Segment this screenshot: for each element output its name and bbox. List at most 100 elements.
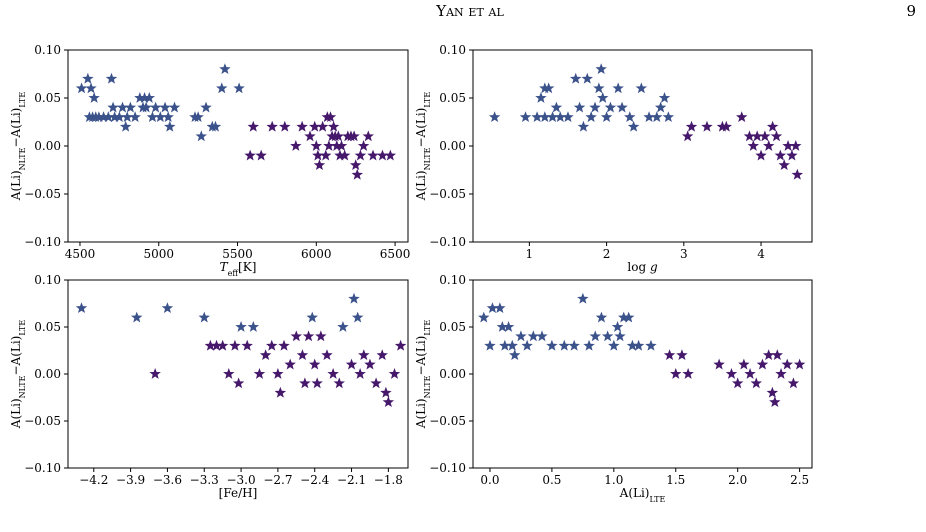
data-point bbox=[327, 368, 339, 379]
data-point bbox=[299, 377, 311, 389]
data-point bbox=[354, 368, 366, 379]
y-tick-label: 0.00 bbox=[34, 139, 61, 153]
data-point bbox=[778, 159, 790, 171]
data-point bbox=[192, 111, 204, 123]
data-point bbox=[600, 111, 613, 123]
data-point bbox=[743, 130, 756, 142]
data-point bbox=[573, 101, 586, 113]
data-point bbox=[577, 120, 590, 132]
x-tick-label: −2.7 bbox=[263, 473, 292, 487]
x-tick-label: 0.5 bbox=[542, 473, 561, 487]
y-tick-label: 0.10 bbox=[34, 273, 61, 287]
data-point bbox=[614, 330, 626, 342]
data-point bbox=[204, 339, 217, 351]
data-point bbox=[274, 386, 287, 398]
data-point bbox=[569, 72, 582, 84]
data-point bbox=[790, 140, 802, 151]
data-point bbox=[494, 302, 506, 314]
data-point bbox=[786, 149, 798, 161]
data-point bbox=[75, 302, 88, 314]
data-point bbox=[138, 92, 151, 103]
data-point bbox=[334, 149, 346, 161]
label-part: NLTE bbox=[423, 147, 432, 170]
label-part: LTE bbox=[18, 320, 27, 336]
data-point bbox=[105, 72, 118, 84]
data-point bbox=[367, 149, 379, 161]
data-point bbox=[756, 358, 769, 370]
x-tick-label: −3.3 bbox=[190, 473, 219, 487]
data-point bbox=[515, 330, 527, 342]
data-point bbox=[93, 111, 105, 123]
data-point bbox=[750, 377, 762, 389]
data-point bbox=[97, 111, 110, 123]
x-tick-label: 0.0 bbox=[480, 473, 499, 487]
data-point bbox=[327, 120, 340, 132]
data-point bbox=[527, 330, 540, 342]
page-number: 9 bbox=[906, 2, 916, 20]
y-tick-label: 0.10 bbox=[34, 43, 61, 57]
data-point bbox=[107, 101, 119, 113]
data-point bbox=[793, 358, 806, 370]
data-point bbox=[502, 321, 515, 332]
data-point bbox=[781, 358, 793, 370]
data-point bbox=[290, 330, 303, 342]
data-point bbox=[195, 130, 208, 142]
x-tick-label: 1.0 bbox=[604, 473, 623, 487]
data-point bbox=[651, 111, 663, 123]
data-point bbox=[333, 377, 345, 389]
data-point bbox=[209, 120, 222, 132]
data-point bbox=[304, 130, 316, 142]
data-point bbox=[348, 130, 360, 142]
data-point bbox=[583, 339, 595, 351]
y-tick-label: −0.05 bbox=[24, 187, 61, 201]
x-tick-label: −2.4 bbox=[300, 473, 330, 487]
data-point bbox=[376, 149, 389, 161]
data-point bbox=[306, 311, 318, 323]
data-point bbox=[131, 311, 143, 323]
data-point bbox=[484, 339, 496, 351]
data-point bbox=[376, 349, 388, 361]
data-point bbox=[593, 82, 605, 94]
y-tick-label: −0.05 bbox=[24, 414, 61, 428]
data-point bbox=[278, 339, 290, 351]
data-point bbox=[310, 140, 323, 151]
data-point bbox=[751, 130, 763, 142]
data-point bbox=[771, 349, 784, 361]
y-tick-label: 0.05 bbox=[439, 320, 466, 334]
y-tick-label: −0.10 bbox=[429, 461, 466, 475]
data-point bbox=[200, 101, 212, 113]
y-tick-label: −0.05 bbox=[429, 414, 466, 428]
x-tick-label: −2.1 bbox=[337, 473, 366, 487]
y-tick-label: 0.00 bbox=[439, 367, 466, 381]
data-point bbox=[229, 339, 241, 351]
label-part: log bbox=[627, 260, 650, 274]
plot-frame bbox=[472, 279, 813, 469]
data-point bbox=[658, 92, 671, 103]
x-tick-label: −1.8 bbox=[374, 473, 403, 487]
y-tick-label: 0.05 bbox=[34, 320, 61, 334]
data-point bbox=[597, 92, 609, 103]
data-point bbox=[146, 111, 159, 123]
data-point bbox=[612, 82, 624, 94]
data-point bbox=[272, 368, 284, 379]
data-point bbox=[589, 330, 601, 342]
data-point bbox=[701, 120, 713, 132]
data-point bbox=[787, 377, 800, 389]
data-point bbox=[736, 111, 748, 123]
data-point bbox=[321, 349, 333, 361]
data-point bbox=[782, 140, 794, 151]
y-tick-label: 0.00 bbox=[439, 139, 466, 153]
data-point bbox=[766, 120, 779, 132]
data-point bbox=[568, 339, 580, 351]
data-point bbox=[394, 339, 407, 351]
running-title: Yan et al bbox=[435, 2, 504, 20]
label-part: A(Li) bbox=[619, 486, 650, 500]
data-point bbox=[345, 358, 358, 370]
data-point bbox=[654, 101, 667, 113]
data-point bbox=[241, 339, 253, 351]
data-point bbox=[744, 368, 756, 379]
data-point bbox=[85, 82, 97, 94]
data-point bbox=[791, 168, 804, 180]
x-tick-label: 1 bbox=[526, 247, 534, 261]
